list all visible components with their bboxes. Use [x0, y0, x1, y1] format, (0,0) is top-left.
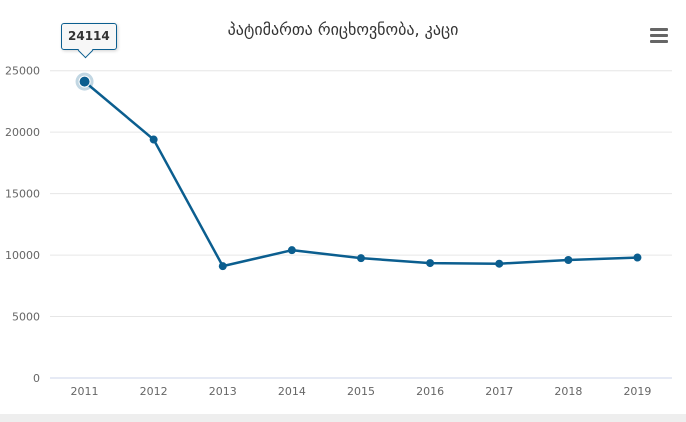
y-tick-label: 10000 [5, 249, 40, 262]
chart-title: პატიმართა რიცხოვნობა, კაცი [227, 20, 459, 39]
hamburger-menu-icon [650, 28, 668, 31]
x-tick-label: 2011 [71, 385, 99, 398]
data-point[interactable] [495, 259, 504, 268]
x-tick-label: 2012 [140, 385, 168, 398]
y-tick-label: 15000 [5, 188, 40, 201]
data-point-highlighted[interactable] [78, 75, 91, 88]
x-tick-label: 2016 [416, 385, 444, 398]
data-point[interactable] [564, 256, 573, 265]
data-point[interactable] [218, 262, 227, 271]
y-tick-label: 25000 [5, 65, 40, 78]
x-tick-label: 2017 [485, 385, 513, 398]
data-point[interactable] [633, 253, 642, 262]
tooltip: 24114 [61, 23, 117, 50]
x-tick-label: 2013 [209, 385, 237, 398]
bottom-border [0, 414, 686, 422]
series-line [83, 80, 638, 268]
data-point[interactable] [357, 254, 365, 263]
chart-menu-button[interactable] [650, 28, 668, 44]
data-point[interactable] [287, 246, 296, 255]
data-point[interactable] [149, 135, 158, 144]
x-tick-label: 2018 [554, 385, 582, 398]
y-tick-label: 20000 [5, 126, 40, 139]
y-tick-label: 5000 [12, 311, 40, 324]
y-tick-label: 0 [33, 372, 40, 385]
data-point[interactable] [426, 259, 435, 268]
x-tick-label: 2019 [623, 385, 651, 398]
x-tick-label: 2014 [278, 385, 306, 398]
x-tick-label: 2015 [347, 385, 375, 398]
